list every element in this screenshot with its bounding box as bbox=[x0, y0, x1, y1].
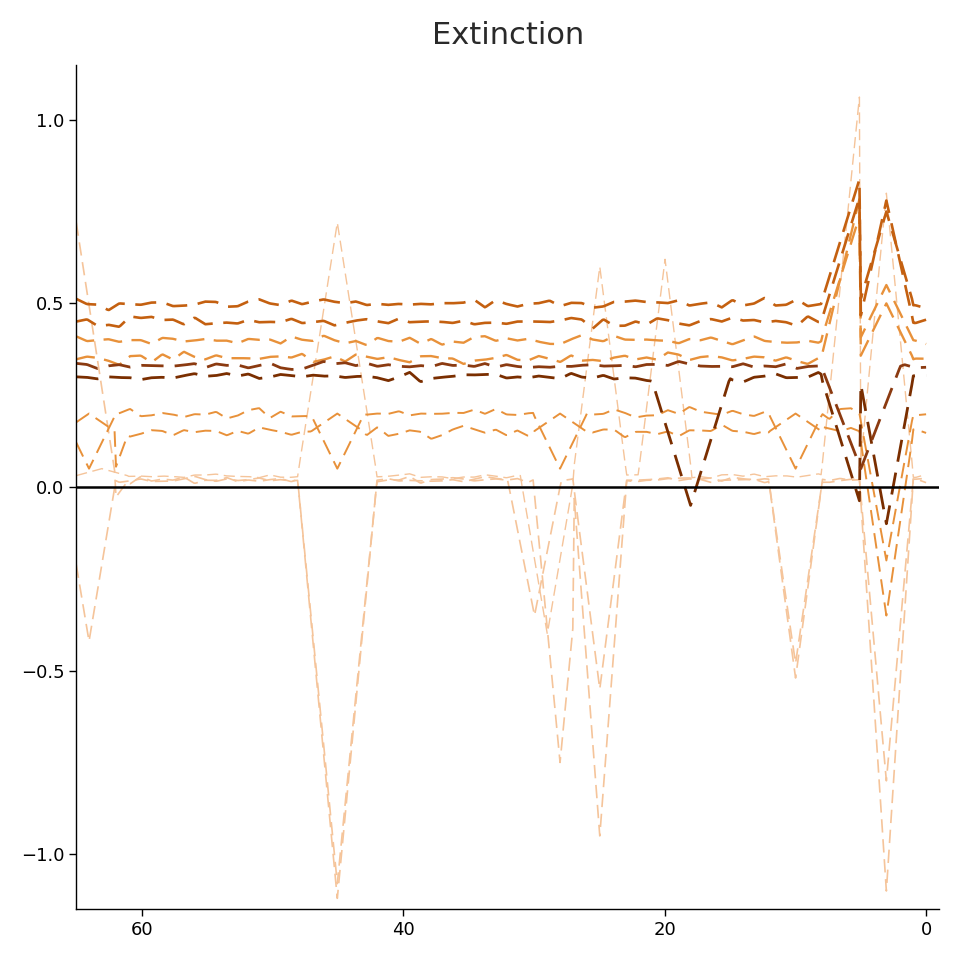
Title: Extinction: Extinction bbox=[432, 21, 584, 50]
